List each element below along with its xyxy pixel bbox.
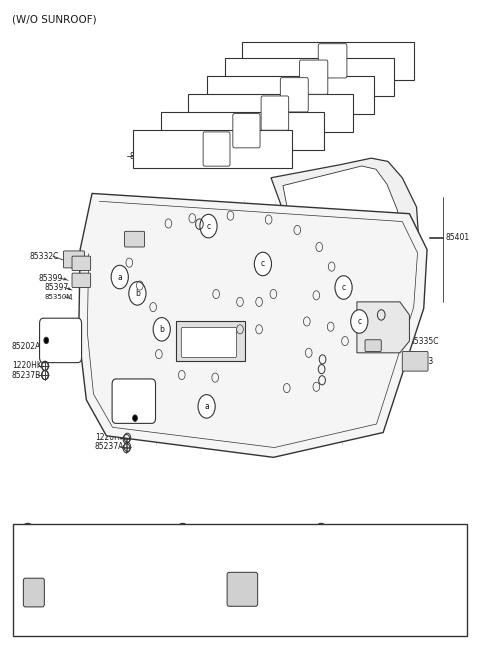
FancyBboxPatch shape — [300, 60, 328, 94]
Text: 1125DN: 1125DN — [292, 362, 323, 371]
Text: 85316: 85316 — [389, 297, 413, 306]
Text: 85305F: 85305F — [243, 65, 272, 74]
Circle shape — [335, 276, 352, 299]
Polygon shape — [271, 158, 419, 262]
Text: 85305A: 85305A — [129, 152, 159, 161]
Text: 85397: 85397 — [92, 258, 116, 267]
FancyBboxPatch shape — [181, 327, 237, 358]
Circle shape — [44, 337, 48, 344]
Circle shape — [200, 215, 217, 238]
FancyBboxPatch shape — [72, 273, 91, 287]
Text: 85434: 85434 — [110, 217, 134, 226]
Text: 85399: 85399 — [335, 334, 359, 343]
Text: 85401: 85401 — [445, 234, 469, 242]
Text: 85305D: 85305D — [205, 100, 236, 109]
Text: 85350M: 85350M — [44, 294, 72, 300]
Text: c: c — [357, 317, 361, 326]
Text: a: a — [118, 272, 122, 281]
FancyBboxPatch shape — [24, 578, 44, 607]
Polygon shape — [189, 94, 353, 132]
FancyBboxPatch shape — [280, 77, 308, 112]
Text: 85332C: 85332C — [29, 252, 59, 260]
FancyBboxPatch shape — [318, 44, 347, 78]
FancyBboxPatch shape — [72, 256, 91, 270]
FancyBboxPatch shape — [261, 96, 288, 130]
Bar — [13, 524, 467, 636]
FancyBboxPatch shape — [365, 340, 381, 352]
Polygon shape — [176, 321, 245, 361]
Circle shape — [132, 415, 137, 421]
Circle shape — [198, 395, 215, 418]
Text: c: c — [261, 260, 265, 268]
Text: 18641E: 18641E — [51, 575, 78, 581]
Polygon shape — [242, 42, 414, 80]
Text: 1124AA: 1124AA — [389, 306, 419, 316]
Text: 85201A: 85201A — [90, 402, 119, 411]
Text: c: c — [206, 222, 211, 231]
Circle shape — [194, 335, 205, 350]
Text: 85335C: 85335C — [410, 337, 439, 346]
FancyBboxPatch shape — [112, 379, 156, 423]
Text: 1220HK: 1220HK — [95, 433, 125, 442]
Circle shape — [254, 252, 272, 276]
Text: 85317: 85317 — [335, 529, 361, 538]
Text: 1220HK: 1220HK — [12, 361, 42, 371]
Circle shape — [386, 585, 392, 593]
Text: 85397: 85397 — [44, 283, 69, 292]
Text: a: a — [204, 402, 209, 411]
Text: 85399: 85399 — [120, 227, 144, 236]
Text: 85350M: 85350M — [142, 236, 170, 242]
Text: 85397A: 85397A — [360, 342, 389, 351]
Polygon shape — [161, 112, 324, 150]
Circle shape — [214, 335, 226, 350]
Text: a: a — [25, 529, 30, 538]
Polygon shape — [79, 194, 427, 457]
Text: c: c — [319, 529, 323, 538]
Text: b: b — [180, 529, 185, 538]
Polygon shape — [206, 76, 373, 113]
FancyBboxPatch shape — [203, 132, 230, 166]
Text: 85305E: 85305E — [225, 83, 254, 91]
Text: 85237B: 85237B — [12, 371, 41, 380]
FancyBboxPatch shape — [63, 251, 84, 268]
Text: b: b — [159, 325, 164, 334]
Text: b: b — [135, 289, 140, 298]
Circle shape — [314, 523, 328, 543]
Text: 85355A: 85355A — [292, 352, 322, 361]
FancyBboxPatch shape — [39, 318, 82, 363]
Circle shape — [176, 523, 190, 543]
Text: 85336B: 85336B — [159, 216, 188, 226]
Text: 85399: 85399 — [296, 337, 321, 346]
Text: 85305B: 85305B — [159, 134, 188, 143]
Polygon shape — [132, 130, 292, 168]
FancyBboxPatch shape — [124, 232, 144, 247]
Text: 85399: 85399 — [286, 291, 310, 300]
Text: c: c — [341, 283, 346, 292]
Text: 1124AA: 1124AA — [320, 384, 350, 392]
Text: 85237A: 85237A — [95, 442, 124, 451]
Text: 92890A: 92890A — [63, 590, 91, 596]
FancyBboxPatch shape — [402, 352, 428, 371]
Text: 85399: 85399 — [86, 249, 110, 258]
Circle shape — [111, 265, 128, 289]
Circle shape — [153, 318, 170, 341]
Text: 85433: 85433 — [410, 358, 434, 367]
Text: (W/O SUNROOF): (W/O SUNROOF) — [12, 14, 96, 25]
FancyBboxPatch shape — [227, 572, 258, 606]
Text: 85350L: 85350L — [371, 351, 399, 360]
Text: 85399: 85399 — [38, 274, 63, 283]
Text: 85305C: 85305C — [185, 117, 215, 126]
Circle shape — [21, 523, 35, 543]
FancyBboxPatch shape — [233, 113, 260, 148]
Polygon shape — [283, 166, 400, 254]
Polygon shape — [225, 58, 394, 96]
Text: 85202A: 85202A — [12, 342, 41, 351]
Circle shape — [129, 281, 146, 305]
Circle shape — [351, 310, 368, 333]
Text: 85235: 85235 — [196, 529, 223, 538]
Polygon shape — [357, 302, 409, 353]
